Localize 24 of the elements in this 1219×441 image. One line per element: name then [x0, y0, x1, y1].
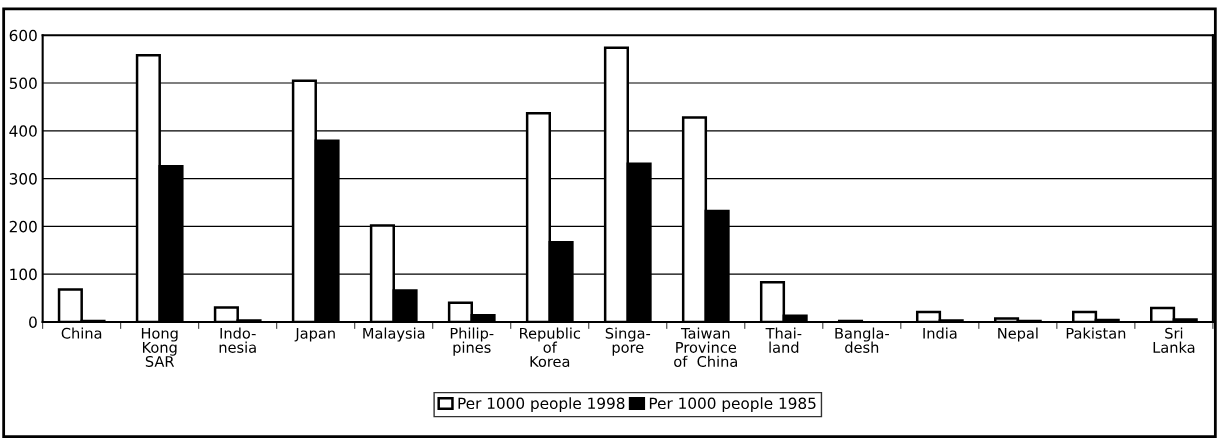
x-tick-label: Bangla- desh — [835, 327, 889, 353]
y-tick-label: 500 — [9, 77, 37, 90]
x-tick-label: Philip- pines — [450, 327, 494, 356]
x-tick-label: Malaysia — [363, 327, 425, 342]
y-tick-label: 600 — [9, 29, 37, 42]
x-tick-label: China — [61, 327, 102, 339]
y-tick-label: 100 — [10, 268, 37, 281]
x-tick-label: India — [923, 327, 957, 339]
x-tick-label: Republic of Korea — [520, 327, 581, 367]
x-tick-label: Singa- pore — [605, 327, 651, 356]
x-tick-label: Taiwan Province of China — [674, 327, 737, 367]
x-tick-label: Japan — [294, 327, 335, 342]
x-tick-label: Pakistan — [1066, 327, 1126, 339]
x-tick-label: Thai- land — [765, 327, 802, 353]
y-tick-label: 400 — [9, 125, 37, 137]
x-tick-label: Sri Lanka — [1153, 327, 1195, 353]
x-tick-label: Indo- nesia — [219, 327, 256, 353]
y-tick-label: 300 — [9, 173, 37, 185]
x-tick-label: Hong Kong SAR — [141, 327, 178, 367]
legend-label: Per 1000 people 1985 — [649, 397, 816, 412]
y-tick-label: 0 — [29, 316, 37, 328]
legend-label: Per 1000 people 1998 — [458, 397, 625, 412]
x-tick-label: Nepal — [998, 327, 1038, 342]
y-tick-label: 200 — [9, 220, 37, 233]
